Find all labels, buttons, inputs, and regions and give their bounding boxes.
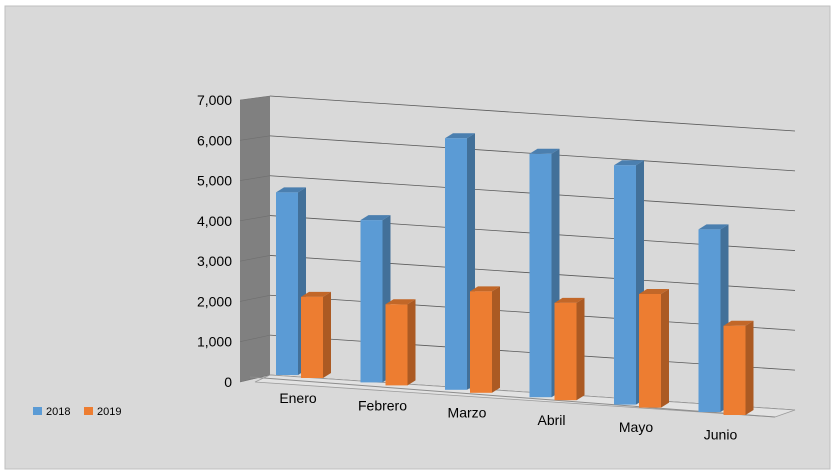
side-gridline <box>239 175 271 181</box>
bar-side <box>745 320 754 415</box>
side-gridline <box>239 135 271 141</box>
x-tick-label: Enero <box>279 390 317 406</box>
legend-label-2018: 2018 <box>46 406 70 418</box>
side-gridline <box>239 294 271 302</box>
y-tick-label: 7,000 <box>197 92 232 108</box>
y-tick-label: 4,000 <box>197 213 232 229</box>
bar-2019-marzo <box>470 291 492 393</box>
bar-side <box>323 291 331 378</box>
legend-swatch-2018 <box>33 407 42 415</box>
bar-2018-junio <box>698 229 721 412</box>
bar-top <box>614 160 644 166</box>
bar-2019-mayo <box>639 294 661 408</box>
y-tick-label: 6,000 <box>197 132 232 148</box>
bar-2019-enero <box>301 296 323 378</box>
bar-side <box>407 299 416 386</box>
x-tick-label: Febrero <box>358 397 407 413</box>
bar-2018-enero <box>276 192 298 375</box>
gridline <box>269 95 796 132</box>
bar-top <box>445 133 475 139</box>
legend-label-2019: 2019 <box>97 406 121 418</box>
bar-side <box>492 286 500 393</box>
x-tick-label: Marzo <box>448 405 487 421</box>
x-tick-label: Abril <box>537 412 565 428</box>
x-tick-label: Mayo <box>619 419 653 435</box>
y-tick-label: 1,000 <box>197 334 232 350</box>
bar-2019-junio <box>723 325 746 415</box>
y-tick-label: 3,000 <box>197 253 232 269</box>
y-tick-label: 2,000 <box>197 293 232 309</box>
bar-2018-mayo <box>614 165 636 405</box>
bar-2018-febrero <box>360 220 383 383</box>
bar-top <box>360 215 391 221</box>
bar-top <box>276 187 306 193</box>
x-tick-label: Junio <box>704 427 738 443</box>
bar-2019-febrero <box>385 304 408 386</box>
bar-top <box>698 224 729 230</box>
side-gridline <box>239 334 271 343</box>
side-wall <box>240 96 270 382</box>
bar-top <box>470 286 500 292</box>
bar-2018-marzo <box>445 138 467 390</box>
side-gridline <box>239 95 271 101</box>
bar-top <box>301 291 331 297</box>
bar-side <box>576 297 585 401</box>
bar-top <box>723 320 754 326</box>
side-gridline <box>239 374 271 383</box>
legend-swatch-2019 <box>84 407 93 415</box>
bar-top <box>385 299 416 305</box>
bar-2019-abril <box>554 302 577 401</box>
side-gridline <box>239 215 271 222</box>
x-axis-line <box>249 376 776 418</box>
side-gridline <box>239 255 271 262</box>
bar-2018-abril <box>529 153 552 398</box>
bar-top <box>639 289 669 294</box>
y-tick-label: 5,000 <box>197 173 232 189</box>
y-tick-label: 0 <box>224 374 232 390</box>
bar-top <box>554 297 585 303</box>
bar-top <box>529 148 560 154</box>
bar-side <box>661 289 669 408</box>
